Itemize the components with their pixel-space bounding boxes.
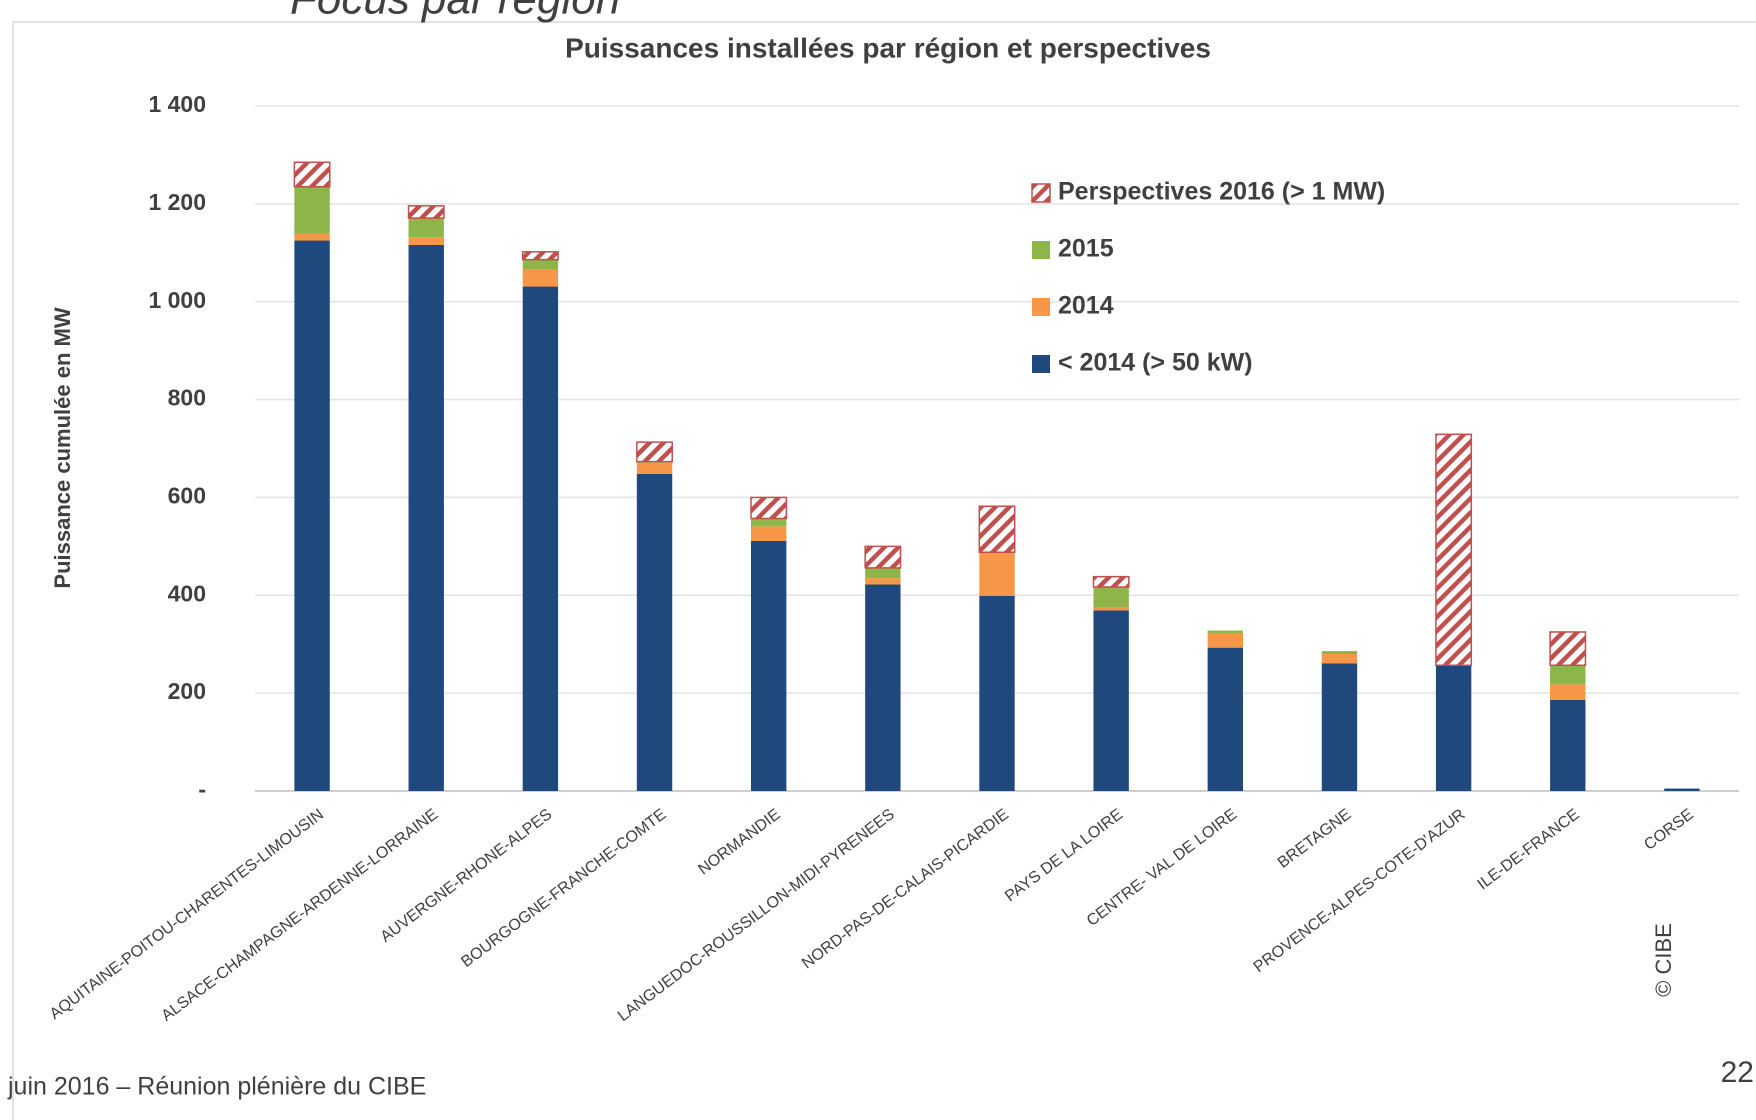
bar-segment: [750, 526, 787, 541]
bar-segment: [294, 233, 330, 241]
bar-segment: [408, 244, 444, 791]
bar-segment: [407, 205, 445, 219]
bar-segment: [522, 259, 559, 270]
bar-segment: [408, 237, 444, 245]
x-tick-label: NORD-PAS-DE-CALAIS-PICARDIE: [799, 806, 1012, 972]
bar-segment: [1321, 651, 1358, 654]
bar-segment: [1321, 654, 1358, 664]
y-tick-label: 1 000: [148, 287, 206, 313]
bar-segment: [750, 518, 787, 527]
bar-segment: [750, 496, 788, 520]
bar-segment: [1092, 575, 1130, 588]
bar-segment: [408, 218, 444, 238]
y-tick-label: 800: [168, 385, 206, 411]
bar-segment: [750, 540, 787, 791]
legend-label: 2015: [1058, 235, 1114, 263]
bar-segment: [522, 269, 559, 287]
legend-swatch: [1032, 241, 1050, 259]
y-tick-label: 1 200: [148, 189, 206, 215]
bar-segment: [521, 251, 559, 261]
bar-segment: [979, 595, 1015, 791]
bar-segment: [1435, 665, 1472, 791]
legend-label: 2014: [1058, 292, 1114, 320]
chart-frame: [12, 21, 1756, 1120]
x-tick-label: NORMANDIE: [695, 806, 783, 878]
x-tick-label: BRETAGNE: [1275, 806, 1355, 872]
legend-label: < 2014 (> 50 kW): [1058, 349, 1253, 377]
y-tick-label: 1 400: [148, 91, 206, 117]
bar-segment: [1207, 630, 1244, 633]
bar-segment: [1664, 788, 1700, 791]
legend-swatch: [1031, 183, 1051, 203]
bar-segment: [294, 240, 330, 791]
legend-label: Perspectives 2016 (> 1 MW): [1058, 178, 1385, 206]
x-tick-label: PROVENCE-ALPES-COTE-D'AZUR: [1251, 806, 1469, 976]
bar-segment: [1550, 665, 1586, 685]
slide-heading: Focus par région: [290, 0, 620, 24]
page-number: 22: [1721, 1056, 1754, 1089]
bar-segment: [522, 286, 559, 791]
chart-title: Puissances installées par région et pers…: [565, 32, 1211, 63]
bar-segment: [979, 552, 1015, 596]
bar-segment: [1207, 632, 1244, 648]
bar-segment: [865, 578, 901, 585]
x-tick-label: ILE-DE-FRANCE: [1475, 806, 1583, 893]
bar-segment: [1207, 647, 1244, 791]
x-tick-label: BOURGOGNE-FRANCHE-COMTE: [458, 806, 669, 971]
x-tick-label: PAYS DE LA LOIRE: [1002, 806, 1126, 905]
bar-segment: [865, 567, 901, 579]
bar-segment: [1093, 586, 1129, 608]
bar-segment: [636, 441, 673, 463]
y-axis-title: Puissance cumulée en MW: [50, 307, 75, 588]
bar-segment: [293, 161, 331, 188]
footer: juin 2016 – Réunion plénière du CIBE: [7, 1073, 426, 1101]
bar-segment: [636, 462, 673, 474]
bar-segment: [1093, 607, 1129, 611]
x-tick-label: CORSE: [1641, 806, 1697, 854]
y-tick-label: 400: [168, 580, 206, 606]
bar-segment: [1550, 699, 1586, 791]
bar-segment: [294, 186, 330, 234]
bar-segment: [1321, 663, 1358, 791]
y-tick-label: 200: [168, 678, 206, 704]
legend-swatch: [1032, 298, 1050, 316]
bar-segment: [864, 545, 902, 569]
bar-segment: [1435, 433, 1473, 667]
y-tick-label: -: [198, 776, 206, 802]
bar-segment: [1093, 610, 1129, 791]
bar-segment: [1550, 684, 1586, 700]
y-tick-label: 600: [168, 483, 206, 509]
bar-segment: [978, 505, 1016, 553]
legend-swatch: [1032, 355, 1050, 373]
bar-segment: [865, 584, 901, 791]
bar-segment: [1549, 631, 1587, 667]
bar-segment: [636, 473, 673, 791]
copyright: © CIBE: [1651, 923, 1676, 997]
